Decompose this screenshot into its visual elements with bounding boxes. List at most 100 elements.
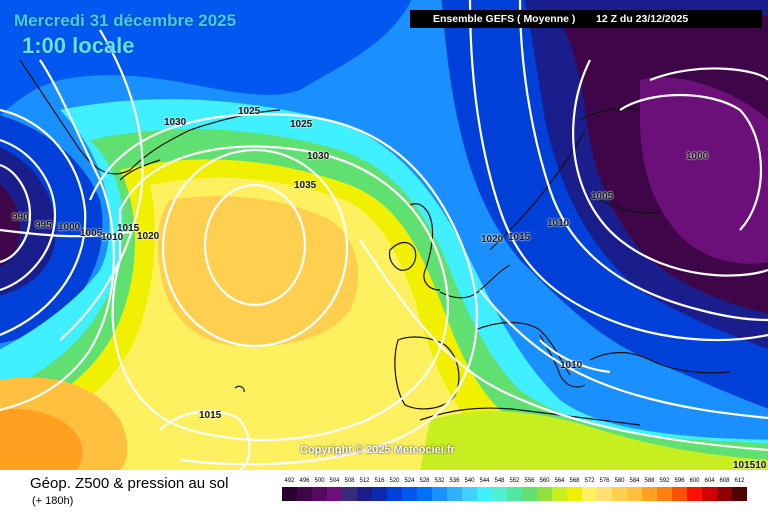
isobar-label-1030-north: 1030 (164, 117, 187, 128)
legend-value: 600 (689, 478, 700, 484)
legend-swatch (522, 487, 537, 501)
legend-item: 592 (657, 476, 672, 501)
legend-swatch (672, 487, 687, 501)
local-time: 1:00 locale (22, 33, 135, 58)
isobar-label-1000-east: 1000 (686, 151, 709, 162)
legend-value: 608 (719, 478, 730, 484)
legend-item: 500 (312, 476, 327, 501)
isobar-label-1010-east: 1010 (547, 218, 570, 229)
valid-date: Mercredi 31 décembre 2025 (14, 11, 237, 30)
legend-item: 596 (672, 476, 687, 501)
legend-swatch (432, 487, 447, 501)
legend-value: 516 (374, 478, 385, 484)
legend-value: 496 (299, 478, 310, 484)
isobar-label-1010-med: 1010 (560, 360, 583, 371)
isobar-label-1015-corner: 101510 (733, 460, 767, 471)
legend-swatch (327, 487, 342, 501)
legend-swatch (447, 487, 462, 501)
legend-value: 588 (644, 478, 655, 484)
legend-value: 544 (479, 478, 490, 484)
legend-value: 548 (494, 478, 505, 484)
legend-item: 580 (612, 476, 627, 501)
legend-swatch (417, 487, 432, 501)
legend-value: 536 (449, 478, 460, 484)
isobar-label-1035: 1035 (294, 180, 317, 191)
isobar-label-1020-west: 1020 (137, 231, 160, 242)
legend-value: 528 (419, 478, 430, 484)
legend-item: 588 (642, 476, 657, 501)
legend-swatch (357, 487, 372, 501)
legend-swatch (627, 487, 642, 501)
legend-value: 604 (704, 478, 715, 484)
legend-item: 536 (447, 476, 462, 501)
legend-item: 492 (282, 476, 297, 501)
legend-item: 520 (387, 476, 402, 501)
isobar-label-1010-west: 1010 (101, 232, 124, 243)
coastlines (19, 59, 731, 426)
legend-value: 592 (659, 478, 670, 484)
legend-item: 552 (507, 476, 522, 501)
model-name: Ensemble GEFS ( Moyenne ) (433, 13, 576, 25)
legend-swatch (552, 487, 567, 501)
isobar-label-995: 995 (35, 220, 52, 231)
legend-value: 612 (734, 478, 745, 484)
footer-bar: Géop. Z500 & pression au sol (+ 180h) 49… (0, 470, 768, 512)
run-info-box: Ensemble GEFS ( Moyenne ) 12 Z du 23/12/… (410, 10, 762, 28)
legend-item: 496 (297, 476, 312, 501)
legend-value: 500 (314, 478, 325, 484)
legend-value: 508 (344, 478, 355, 484)
legend-item: 564 (552, 476, 567, 501)
legend-item: 604 (702, 476, 717, 501)
legend-swatch (402, 487, 417, 501)
legend-swatch (372, 487, 387, 501)
legend-swatch (642, 487, 657, 501)
legend-swatch (687, 487, 702, 501)
isobar-label-990: 990 (12, 212, 29, 223)
legend-value: 552 (509, 478, 520, 484)
legend-value: 512 (359, 478, 370, 484)
isobar-label-1020-east: 1020 (481, 234, 504, 245)
isobar-label-1000-west: 1000 (58, 222, 81, 233)
legend-value: 572 (584, 478, 595, 484)
legend-swatch (702, 487, 717, 501)
isobar-label-1015-east: 1015 (508, 232, 531, 243)
legend-item: 572 (582, 476, 597, 501)
legend-swatch (297, 487, 312, 501)
legend-item: 544 (477, 476, 492, 501)
legend-value: 556 (524, 478, 535, 484)
product-title: Géop. Z500 & pression au sol (30, 475, 229, 492)
legend-item: 540 (462, 476, 477, 501)
legend-value: 568 (569, 478, 580, 484)
legend-item: 576 (597, 476, 612, 501)
legend-item: 504 (327, 476, 342, 501)
isobar-label-1015-west: 1015 (117, 223, 140, 234)
legend-value: 524 (404, 478, 415, 484)
legend-item: 512 (357, 476, 372, 501)
legend-swatch (492, 487, 507, 501)
legend-value: 504 (329, 478, 340, 484)
isobar-label-1030-center: 1030 (307, 151, 330, 162)
isobars (0, 0, 768, 470)
legend-value: 576 (599, 478, 610, 484)
legend-value: 540 (464, 478, 475, 484)
legend-value: 580 (614, 478, 625, 484)
isobar-label-1025-center: 1025 (290, 119, 313, 130)
color-legend: 492 496 500 504 508 512 516 520 524 528 532 536 540 5… (282, 476, 747, 501)
legend-item: 516 (372, 476, 387, 501)
legend-value: 596 (674, 478, 685, 484)
legend-item: 528 (417, 476, 432, 501)
legend-item: 508 (342, 476, 357, 501)
run-time: 12 Z du 23/12/2025 (596, 13, 689, 25)
z500-color-fill (0, 0, 768, 470)
isobar-label-1025-north: 1025 (238, 106, 261, 117)
legend-item: 600 (687, 476, 702, 501)
isobar-label-1015-south: 1015 (199, 410, 222, 421)
legend-item: 608 (717, 476, 732, 501)
legend-item: 584 (627, 476, 642, 501)
legend-swatch (732, 487, 747, 501)
isobar-label-1005-east: 1005 (591, 191, 614, 202)
legend-item: 560 (537, 476, 552, 501)
legend-item: 548 (492, 476, 507, 501)
legend-swatch (717, 487, 732, 501)
legend-swatch (282, 487, 297, 501)
